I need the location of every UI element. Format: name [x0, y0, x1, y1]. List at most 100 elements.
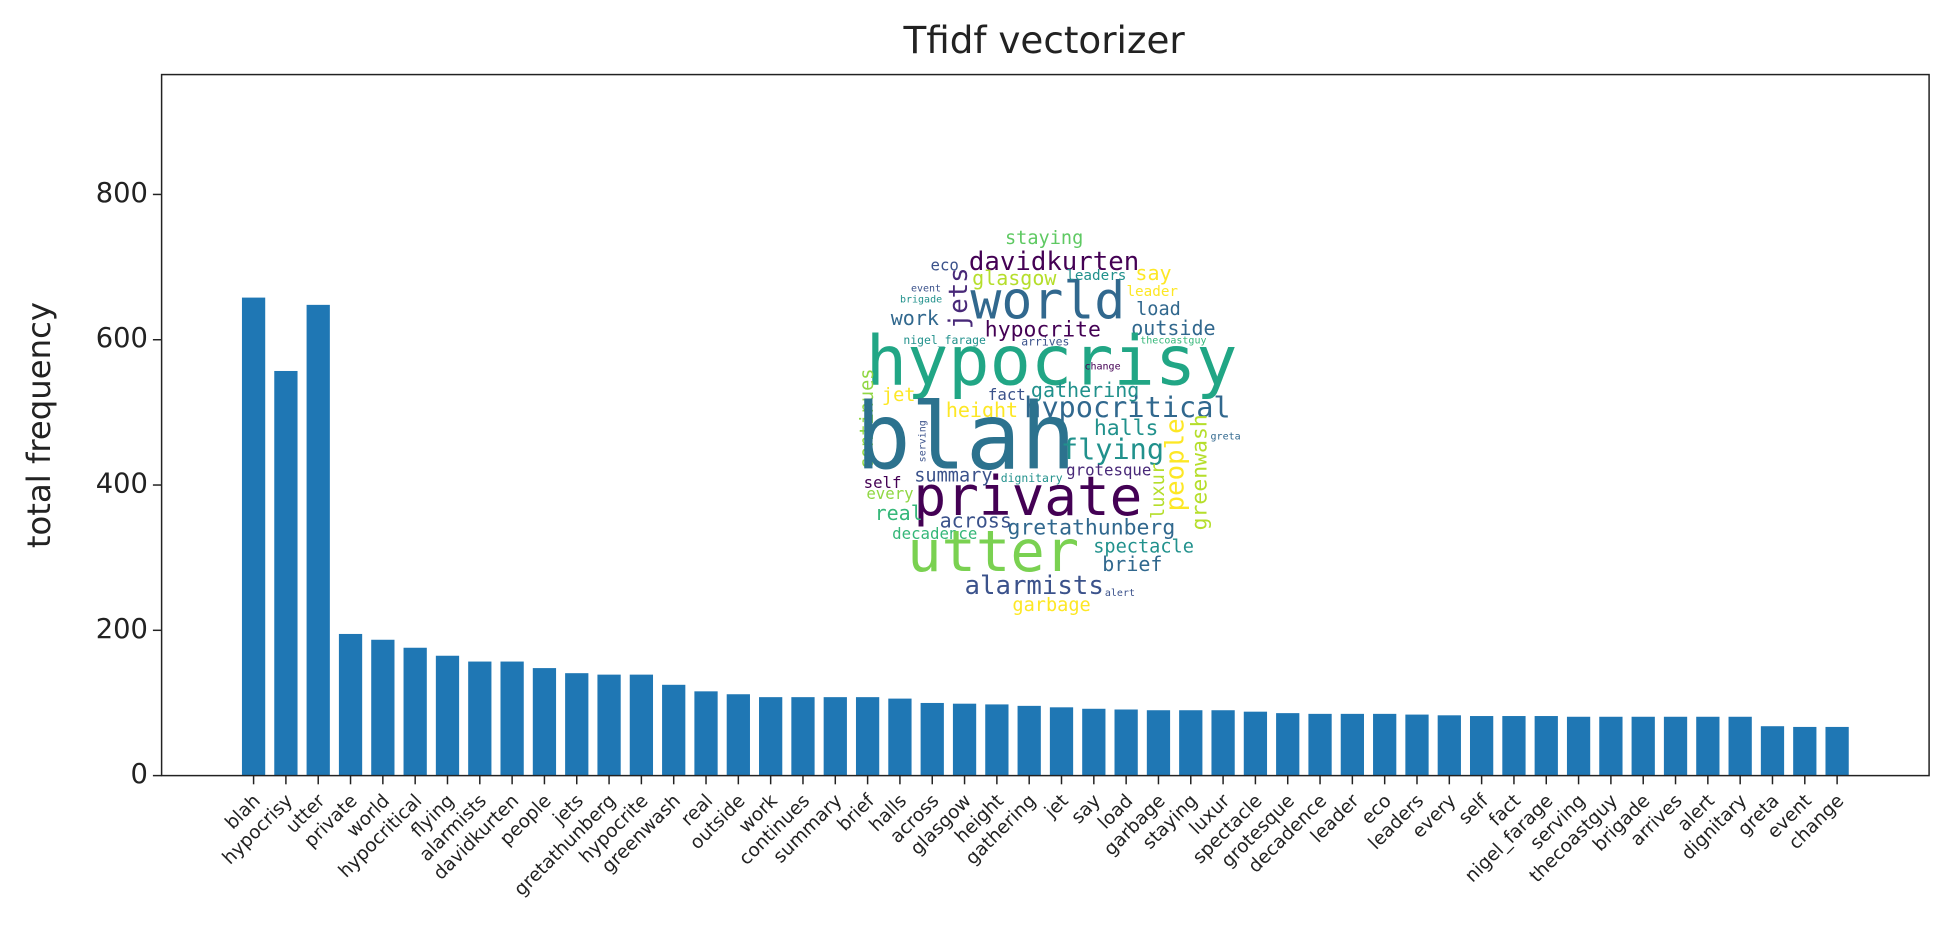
bar — [694, 691, 718, 776]
word-cloud-word: leader — [1126, 284, 1178, 300]
word-cloud-word: garbage — [1012, 595, 1090, 616]
bar — [920, 702, 944, 776]
bar — [1017, 705, 1041, 776]
word-cloud-word: staying — [1005, 228, 1083, 249]
word-cloud-word: hypocrisy — [866, 321, 1238, 401]
bar — [1566, 716, 1591, 776]
word-cloud-word: glasgow — [972, 266, 1057, 290]
plot-frame — [160, 73, 1930, 777]
bar — [662, 684, 686, 776]
word-cloud-word: event — [911, 283, 941, 294]
bar — [274, 370, 298, 776]
word-cloud-word: davidkurten — [969, 247, 1139, 277]
word-cloud-word: continues — [857, 369, 878, 470]
bar — [1114, 709, 1138, 776]
bar — [1663, 716, 1688, 776]
y-tick-label: 200 — [96, 614, 148, 645]
word-cloud-word: outside — [1131, 316, 1215, 340]
bar — [403, 647, 427, 776]
bar — [759, 697, 783, 776]
bar — [1825, 726, 1849, 776]
word-cloud-word: jet — [882, 385, 916, 406]
word-cloud-word: decadence — [892, 524, 977, 543]
bar — [1599, 716, 1623, 776]
word-cloud-word: people — [1160, 418, 1190, 511]
bar — [1405, 714, 1429, 776]
bar — [952, 703, 977, 776]
bar — [532, 668, 557, 776]
bar — [338, 633, 363, 776]
bar — [1340, 713, 1364, 776]
word-cloud-word: thecoastguy — [1140, 336, 1206, 347]
bar — [888, 698, 912, 776]
bar — [1534, 716, 1558, 776]
bar — [726, 694, 750, 776]
bar — [1502, 716, 1526, 776]
word-cloud-word: gretathunberg — [1007, 515, 1175, 540]
bar — [1276, 713, 1300, 776]
bar — [1146, 710, 1171, 776]
bar — [1243, 711, 1268, 776]
bar — [985, 704, 1009, 776]
bar — [1437, 715, 1461, 776]
y-tick-label: 600 — [96, 323, 148, 354]
word-cloud-word: hypocrite — [985, 318, 1101, 343]
bar — [597, 674, 621, 776]
word-cloud-word: brigade — [900, 295, 942, 306]
bar — [855, 697, 880, 776]
bar — [306, 304, 330, 776]
y-axis-label: total frequency — [20, 302, 58, 548]
word-cloud-word: private — [914, 465, 1143, 528]
word-cloud-word: luxur — [1148, 463, 1169, 519]
bar — [1728, 716, 1752, 776]
word-cloud-word: gathering — [1031, 378, 1139, 402]
bar — [565, 673, 589, 776]
x-tick-label: self — [1455, 790, 1493, 828]
bar — [1082, 708, 1106, 776]
word-cloud-word: dignitary — [1001, 471, 1063, 485]
word-cloud-word: load — [1136, 299, 1181, 320]
word-cloud-word: summary — [914, 466, 992, 487]
y-tick-label: 400 — [96, 469, 148, 500]
word-cloud-word: world — [970, 272, 1125, 332]
word-cloud-word: utter — [907, 519, 1079, 585]
word-cloud-word: brief — [1102, 552, 1162, 576]
word-cloud-word: height — [946, 398, 1018, 422]
bar — [1211, 710, 1235, 776]
word-cloud-word: nigel_farage — [903, 333, 986, 347]
word-cloud-word: greta — [1211, 431, 1241, 442]
word-cloud-word: flying — [1061, 432, 1164, 466]
word-cloud-word: arrives — [1021, 334, 1069, 348]
bar — [823, 697, 847, 776]
y-tick-label: 0 — [131, 759, 148, 790]
word-cloud-word: across — [940, 509, 1012, 533]
word-cloud-word: alarmists — [964, 571, 1103, 601]
bar — [1308, 713, 1332, 776]
bar — [1049, 707, 1074, 776]
bar — [435, 655, 460, 776]
word-cloud-word: work — [891, 306, 939, 330]
bar — [241, 297, 266, 776]
word-cloud-word: greenwash — [1188, 414, 1213, 530]
word-cloud-word: hypocritical — [1024, 390, 1230, 424]
bar — [371, 639, 395, 776]
bar — [1373, 713, 1397, 776]
chart-title: Tfidf vectorizer — [902, 18, 1185, 62]
bar — [468, 661, 492, 776]
bar — [1760, 726, 1785, 776]
bar — [1179, 710, 1203, 776]
word-cloud-word: alert — [1105, 588, 1135, 599]
bar — [500, 661, 524, 776]
word-cloud-word: real — [875, 501, 923, 525]
bar — [1469, 716, 1494, 776]
word-cloud-word: say — [1135, 261, 1171, 285]
word-cloud-word: blah — [856, 384, 1076, 491]
word-cloud-word: jets — [944, 267, 974, 329]
y-tick-label: 800 — [96, 178, 148, 209]
bar — [1631, 716, 1655, 776]
word-cloud-word: leaders — [1066, 268, 1126, 284]
word-cloud-word: self — [864, 473, 902, 492]
word-cloud-word: spectacle — [1093, 536, 1194, 557]
word-cloud-word: halls — [1094, 416, 1159, 441]
